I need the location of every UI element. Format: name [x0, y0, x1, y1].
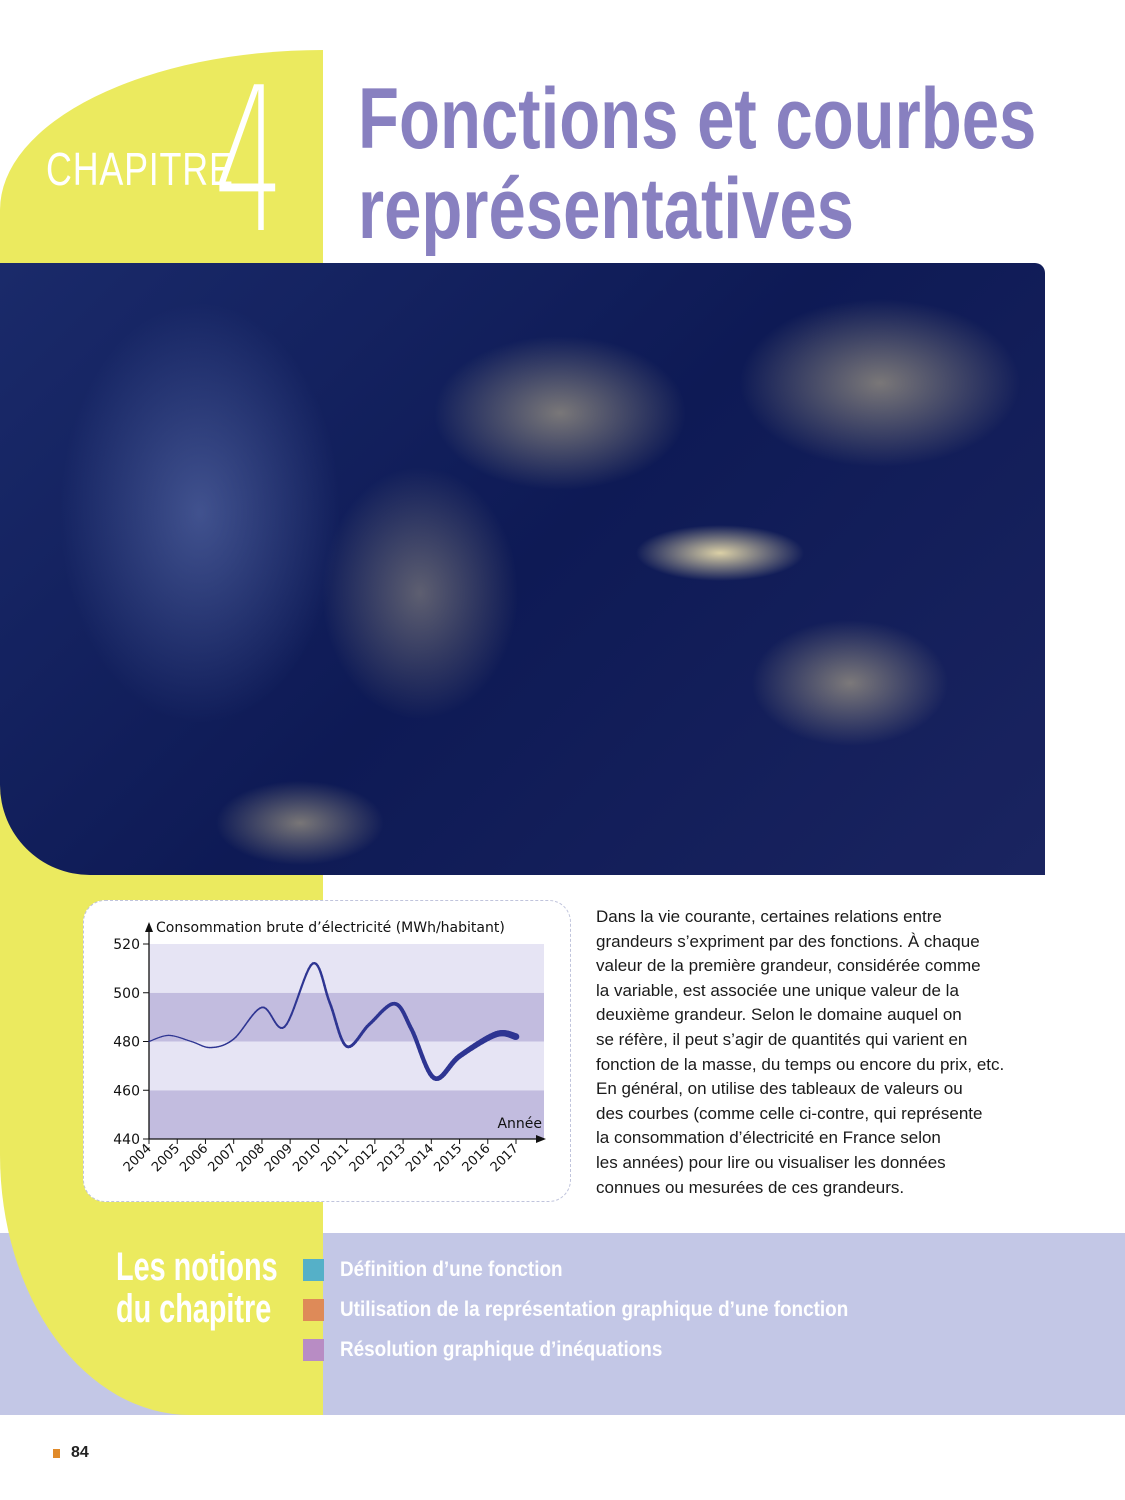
- x-tick-label: 2010: [290, 1141, 324, 1175]
- data-line-segment: [295, 992, 301, 1003]
- page-marker-icon: [53, 1448, 60, 1458]
- x-tick-label: 2015: [431, 1141, 465, 1175]
- intro-text-line: valeur de la première grandeur, considér…: [596, 956, 981, 976]
- intro-text-line: la variable, est associée une unique val…: [596, 980, 959, 1000]
- x-tick-label: 2008: [234, 1141, 268, 1175]
- chart-band: [149, 944, 544, 993]
- x-tick-label: 2013: [375, 1141, 409, 1175]
- intro-text: Dans la vie courante, certaines relation…: [596, 905, 1056, 1200]
- chart-band: [149, 1090, 544, 1139]
- data-line-segment: [297, 985, 303, 996]
- notions-title-line-2: du chapitre: [116, 1287, 272, 1331]
- x-tick-label: 2005: [149, 1141, 183, 1175]
- y-tick-label: 440: [113, 1132, 140, 1148]
- data-line-segment: [290, 1007, 295, 1016]
- x-axis-label: Année: [497, 1116, 542, 1132]
- intro-text-line: connues ou mesurées de ces grandeurs.: [596, 1177, 905, 1197]
- x-axis-arrow-icon: [536, 1135, 546, 1143]
- consumption-chart: 4404604805005202004200520062007200820092…: [113, 920, 546, 1175]
- chart-card: 440 460 480 500 520 2004 2005 2006 2007 2008 2009 2…: [83, 900, 571, 1202]
- y-axis-arrow-icon: [145, 922, 153, 932]
- page-title: Fonctions et courbes représentatives: [358, 74, 1036, 254]
- notion-label: Utilisation de la représentation graphiq…: [340, 1298, 849, 1321]
- notions-title: Les notions du chapitre: [116, 1246, 278, 1330]
- chart-band: [149, 992, 544, 1042]
- x-tick-label: 2007: [206, 1141, 240, 1175]
- notion-item: Utilisation de la représentation graphiq…: [303, 1298, 905, 1321]
- intro-text-line: se réfère, il peut s’agir de quantités q…: [596, 1029, 968, 1049]
- notion-color-marker: [303, 1339, 324, 1361]
- notion-label: Résolution graphique d’inéquations: [340, 1338, 663, 1361]
- y-tick-label: 500: [113, 986, 140, 1002]
- chapter-number: 4: [214, 45, 284, 278]
- x-tick-label: 2009: [262, 1141, 296, 1175]
- notion-item: Résolution graphique d’inéquations: [303, 1338, 698, 1361]
- notion-color-marker: [303, 1259, 324, 1281]
- notion-label: Définition d’une fonction: [340, 1258, 563, 1281]
- notion-color-marker: [303, 1299, 324, 1321]
- page-number-text: 84: [71, 1444, 89, 1461]
- intro-text-line: des courbes (comme celle ci-contre, qui …: [596, 1103, 983, 1123]
- title-line-2: représentatives: [358, 161, 854, 257]
- title-line-1: Fonctions et courbes: [358, 71, 1037, 167]
- y-axis-label: Consommation brute d’électricité (MWh/ha…: [156, 920, 505, 936]
- data-line-segment: [300, 979, 306, 988]
- y-tick-label: 460: [113, 1083, 140, 1099]
- chart-band: [149, 1041, 544, 1091]
- intro-text-line: Dans la vie courante, certaines relation…: [596, 907, 942, 926]
- y-tick-label: 480: [113, 1035, 140, 1051]
- data-line-segment: [292, 1000, 298, 1010]
- x-tick-label: 2017: [488, 1141, 522, 1175]
- notion-item: Définition d’une fonction: [303, 1258, 587, 1281]
- intro-text-line: la consommation d’électricité en France …: [596, 1128, 941, 1148]
- notions-title-line-1: Les notions: [116, 1245, 278, 1289]
- x-tick-label: 2011: [318, 1141, 352, 1175]
- x-tick-label: 2014: [403, 1141, 437, 1175]
- night-lights-photo: [0, 263, 1045, 875]
- y-tick-label: 520: [113, 937, 140, 953]
- intro-text-line: En général, on utilise des tableaux de v…: [596, 1079, 963, 1099]
- x-tick-label: 2006: [177, 1141, 211, 1175]
- page-number: 84: [53, 1444, 89, 1462]
- x-tick-label: 2016: [460, 1141, 494, 1175]
- intro-text-line: les années) pour lire ou visualiser les …: [596, 1152, 946, 1172]
- intro-text-line: grandeurs s’expriment par des fonctions.…: [596, 931, 980, 951]
- chapter-label: CHAPITRE: [46, 143, 234, 195]
- intro-text-line: fonction de la masse, du temps ou encore…: [596, 1054, 1005, 1074]
- x-tick-label: 2012: [347, 1141, 381, 1175]
- intro-text-line: deuxième grandeur. Selon le domaine auqu…: [596, 1005, 962, 1025]
